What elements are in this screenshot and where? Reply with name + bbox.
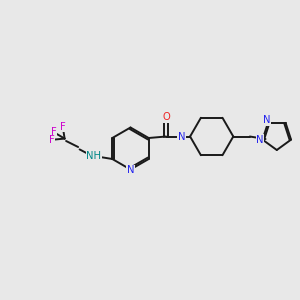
Text: F: F: [51, 127, 57, 137]
Text: O: O: [162, 112, 170, 122]
Text: N: N: [178, 131, 185, 142]
Text: N: N: [256, 135, 264, 145]
Text: N: N: [127, 165, 134, 175]
Text: F: F: [49, 135, 55, 145]
Text: F: F: [60, 122, 66, 132]
Text: N: N: [263, 116, 270, 125]
Text: NH: NH: [86, 151, 101, 161]
